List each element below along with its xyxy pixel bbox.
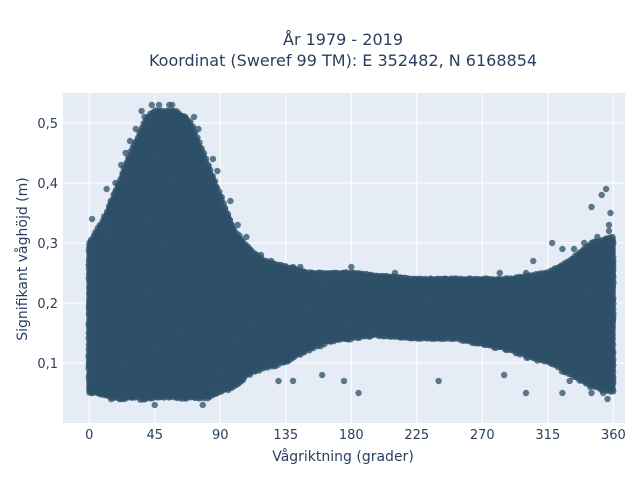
data-points bbox=[85, 101, 617, 409]
chart-title-line2: Koordinat (Sweref 99 TM): E 352482, N 61… bbox=[149, 51, 537, 70]
chart-title-line1: År 1979 - 2019 bbox=[283, 30, 403, 49]
